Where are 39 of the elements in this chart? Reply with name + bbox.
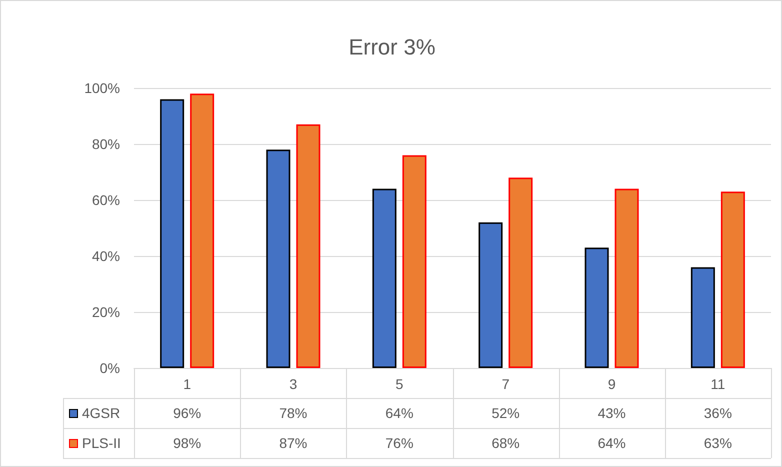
bar <box>690 267 715 368</box>
bar <box>478 222 503 368</box>
x-tick-label: 1 <box>183 376 192 392</box>
bar <box>720 192 745 368</box>
bar <box>266 150 290 368</box>
data-label: 64% <box>384 404 414 423</box>
data-label: 87% <box>278 434 308 453</box>
y-tick-label: 60% <box>92 192 120 208</box>
x-tick-label: 11 <box>710 376 726 392</box>
x-tick-label: 7 <box>502 376 510 392</box>
data-label: 52% <box>490 404 521 423</box>
data-label: 96% <box>172 404 202 423</box>
bar <box>508 178 533 368</box>
data-label: 78% <box>278 404 308 423</box>
y-tick-label: 80% <box>92 136 120 152</box>
data-label: 36% <box>702 404 733 423</box>
y-tick-label: 0% <box>100 360 120 376</box>
chart-title: Error 3% <box>348 34 436 60</box>
data-label: 98% <box>172 434 202 453</box>
x-tick-label: 5 <box>396 376 404 392</box>
bar <box>372 188 396 368</box>
bar <box>614 188 639 368</box>
legend-label: PLS-II <box>81 434 122 453</box>
bar <box>160 99 184 368</box>
x-tick-label: 9 <box>608 376 616 392</box>
bar <box>190 94 214 368</box>
x-tick-label: 3 <box>289 376 298 392</box>
y-tick-label: 100% <box>84 80 120 96</box>
data-label: 63% <box>702 434 733 453</box>
bar <box>402 155 426 368</box>
data-label: 76% <box>384 434 414 453</box>
bar <box>584 248 609 368</box>
data-label: 64% <box>596 434 627 453</box>
bar <box>296 124 320 368</box>
y-tick-label: 40% <box>92 248 120 264</box>
legend-label: 4GSR <box>81 404 122 423</box>
data-label: 68% <box>490 434 521 453</box>
data-label: 43% <box>596 404 627 423</box>
y-tick-label: 20% <box>92 304 120 320</box>
